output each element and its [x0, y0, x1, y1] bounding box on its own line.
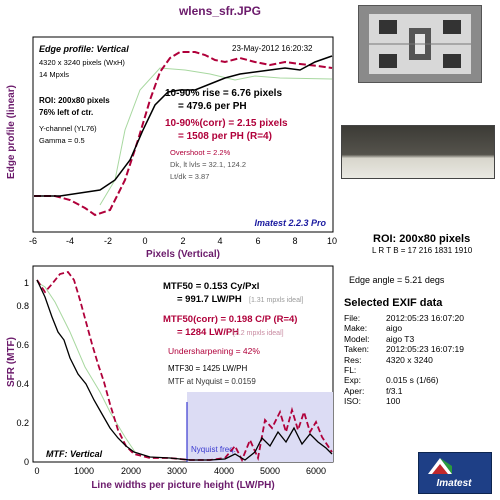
mtf30-value: MTF30 = 1425 LW/PH [168, 364, 247, 373]
edge-angle: Edge angle = 5.21 degs [349, 275, 445, 285]
edge-overshoot: Overshoot = 2.2% [170, 148, 231, 157]
edge-reference-curve [99, 67, 333, 206]
mtf-ytick-1: 0.2 [16, 418, 29, 428]
edge-panel-date: 23-May-2012 16:20:32 [232, 44, 313, 53]
window-title: wlens_sfr.JPG [178, 4, 262, 18]
mtf-xtick-2: 2000 [121, 466, 141, 476]
edge-rise-per-ph: = 479.6 per PH [178, 101, 247, 112]
edge-xtick-1: -4 [66, 236, 74, 246]
edge-xtick-8: 10 [327, 236, 337, 246]
exif-row-exp: Exp: 0.015 s (1/66) [344, 375, 439, 386]
test-chart-image [369, 14, 471, 74]
edge-version: Imatest 2.2.3 Pro [254, 218, 326, 228]
edge-rise-corr-per-ph: = 1508 per PH (R=4) [178, 131, 272, 142]
mtf-reference-curve [36, 281, 136, 453]
edge-xtick-4: 2 [180, 236, 185, 246]
exif-row-file: File: 2012:05:23 16:07:20 [344, 313, 464, 323]
mtf-nyquist-value: MTF at Nyquist = 0.0159 [168, 377, 256, 386]
undersharpening: Undersharpening = 42% [168, 346, 260, 356]
exif-row-make: Make: aigo [344, 323, 403, 334]
mtf-xtick-6: 6000 [306, 466, 326, 476]
edge-gamma: Gamma = 0.5 [39, 136, 85, 145]
exif-row-fl: FL: [344, 365, 357, 376]
edge-profile-chart: Edge profile (linear) -6 -4 -2 0 2 4 6 8… [6, 36, 337, 260]
edge-info-dims: 4320 x 3240 pixels (WxH) [39, 58, 125, 67]
roi-coordinates: L R T B = 17 216 1831 1910 [372, 246, 473, 255]
mtf-measured-curve [36, 279, 333, 461]
edge-xtick-2: -2 [104, 236, 112, 246]
mtf50-corr-ideal: [2.2 mpxls ideal] [233, 330, 284, 337]
roi-label: ROI: 200x80 pixels [373, 233, 471, 245]
edge-roi-position: 76% left of ctr. [39, 108, 93, 117]
edge-xtick-7: 8 [292, 236, 297, 246]
mtf-xlabel: Line widths per picture height (LW/PH) [91, 480, 274, 491]
exif-list: File: 2012:05:23 16:07:20 Make: aigo Model… [344, 313, 494, 407]
mtf50-ideal: [1.31 mpxls ideal] [249, 297, 304, 304]
logo-text: Imatest [436, 478, 472, 489]
exif-row-iso: ISO: 100 [344, 396, 401, 407]
mtf-xtick-4: 4000 [214, 466, 234, 476]
mtf-ytick-3: 0.6 [16, 340, 29, 350]
edge-rise: 10-90% rise = 6.76 pixels [165, 88, 282, 99]
mtf-xtick-0: 0 [34, 466, 39, 476]
roi-crop-image [341, 125, 495, 179]
edge-roi-size: ROI: 200x80 pixels [39, 96, 110, 105]
edge-levels: Dk, lt lvls = 32.1, 124.2 [170, 160, 246, 169]
edge-ratio: Lt/dk = 3.87 [170, 172, 209, 181]
edge-xtick-0: -6 [29, 236, 37, 246]
mtf-ylabel: SFR (MTF) [6, 337, 17, 387]
exif-row-model: Model: aigo T3 [344, 333, 415, 344]
edge-panel-title: Edge profile: Vertical [39, 44, 129, 54]
mtf-ytick-5: 1 [24, 278, 29, 288]
exif-row-aper: Aper: f/3.1 [344, 385, 403, 396]
mtf-ytick-0: 0 [24, 457, 29, 467]
logo-mark-icon [428, 458, 452, 474]
test-chart-thumbnail [358, 5, 482, 83]
mtf-xtick-1: 1000 [74, 466, 94, 476]
mtf-panel-footer: MTF: Vertical [46, 449, 103, 459]
edge-xlabel: Pixels (Vertical) [146, 249, 220, 260]
exif-row-res: Res: 4320 x 3240 [344, 354, 433, 365]
mtf50-lwph: = 991.7 LW/PH [177, 294, 242, 305]
edge-info-mpxls: 14 Mpxls [39, 70, 69, 79]
edge-xtick-6: 6 [255, 236, 260, 246]
exif-title: Selected EXIF data [344, 297, 443, 309]
edge-rise-corr: 10-90%(corr) = 2.15 pixels [165, 118, 288, 129]
edge-corrected-curve [34, 51, 333, 217]
mtf50-value: MTF50 = 0.153 Cy/Pxl [163, 281, 259, 292]
nyquist-label: Nyquist freq. [191, 445, 236, 454]
edge-measured-curve [34, 55, 333, 197]
edge-xtick-5: 4 [217, 236, 222, 246]
edge-channel: Y-channel (YL76) [39, 124, 97, 133]
mtf-ytick-2: 0.4 [16, 379, 29, 389]
edge-ylabel: Edge profile (linear) [6, 85, 17, 179]
edge-xtick-3: 0 [142, 236, 147, 246]
mtf-ytick-4: 0.8 [16, 301, 29, 311]
mtf50-corr-lwph: = 1284 LW/PH [177, 327, 239, 338]
mtf-xtick-5: 5000 [260, 466, 280, 476]
mtf-chart: SFR (MTF) 0 0.2 0.4 0.6 0.8 1 0 1000 200… [6, 265, 334, 491]
mtf-xtick-3: 3000 [167, 466, 187, 476]
exif-row-taken: Taken: 2012:05:23 16:07:19 [344, 344, 464, 355]
mtf50-corr: MTF50(corr) = 0.198 C/P (R=4) [163, 314, 297, 325]
